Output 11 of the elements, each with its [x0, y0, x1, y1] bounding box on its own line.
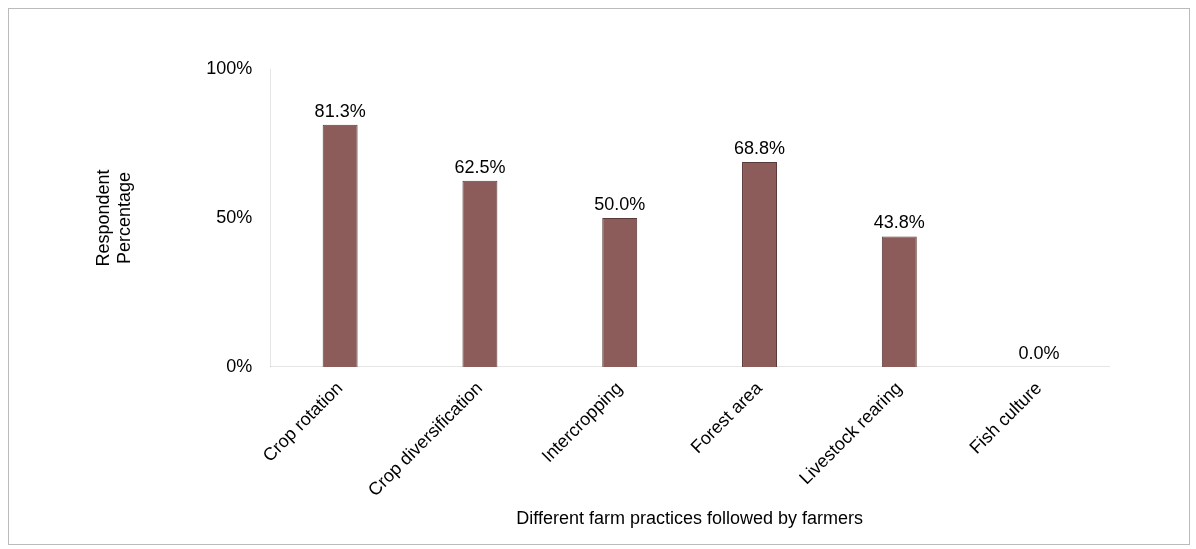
data-label: 62.5% [454, 156, 506, 177]
y-tick-label: 50% [216, 206, 253, 227]
data-label: 0.0% [1018, 342, 1060, 363]
y-tick-label: 100% [206, 57, 253, 78]
data-label: 43.8% [873, 212, 925, 233]
data-label: 50.0% [594, 193, 646, 214]
y-axis-title: Respondent Percentage [92, 169, 135, 267]
data-label: 68.8% [733, 137, 786, 158]
x-axis-title: Different farm practices followed by farmers [516, 508, 864, 529]
y-tick-label: 0% [226, 355, 253, 376]
data-label: 81.3% [314, 100, 366, 121]
